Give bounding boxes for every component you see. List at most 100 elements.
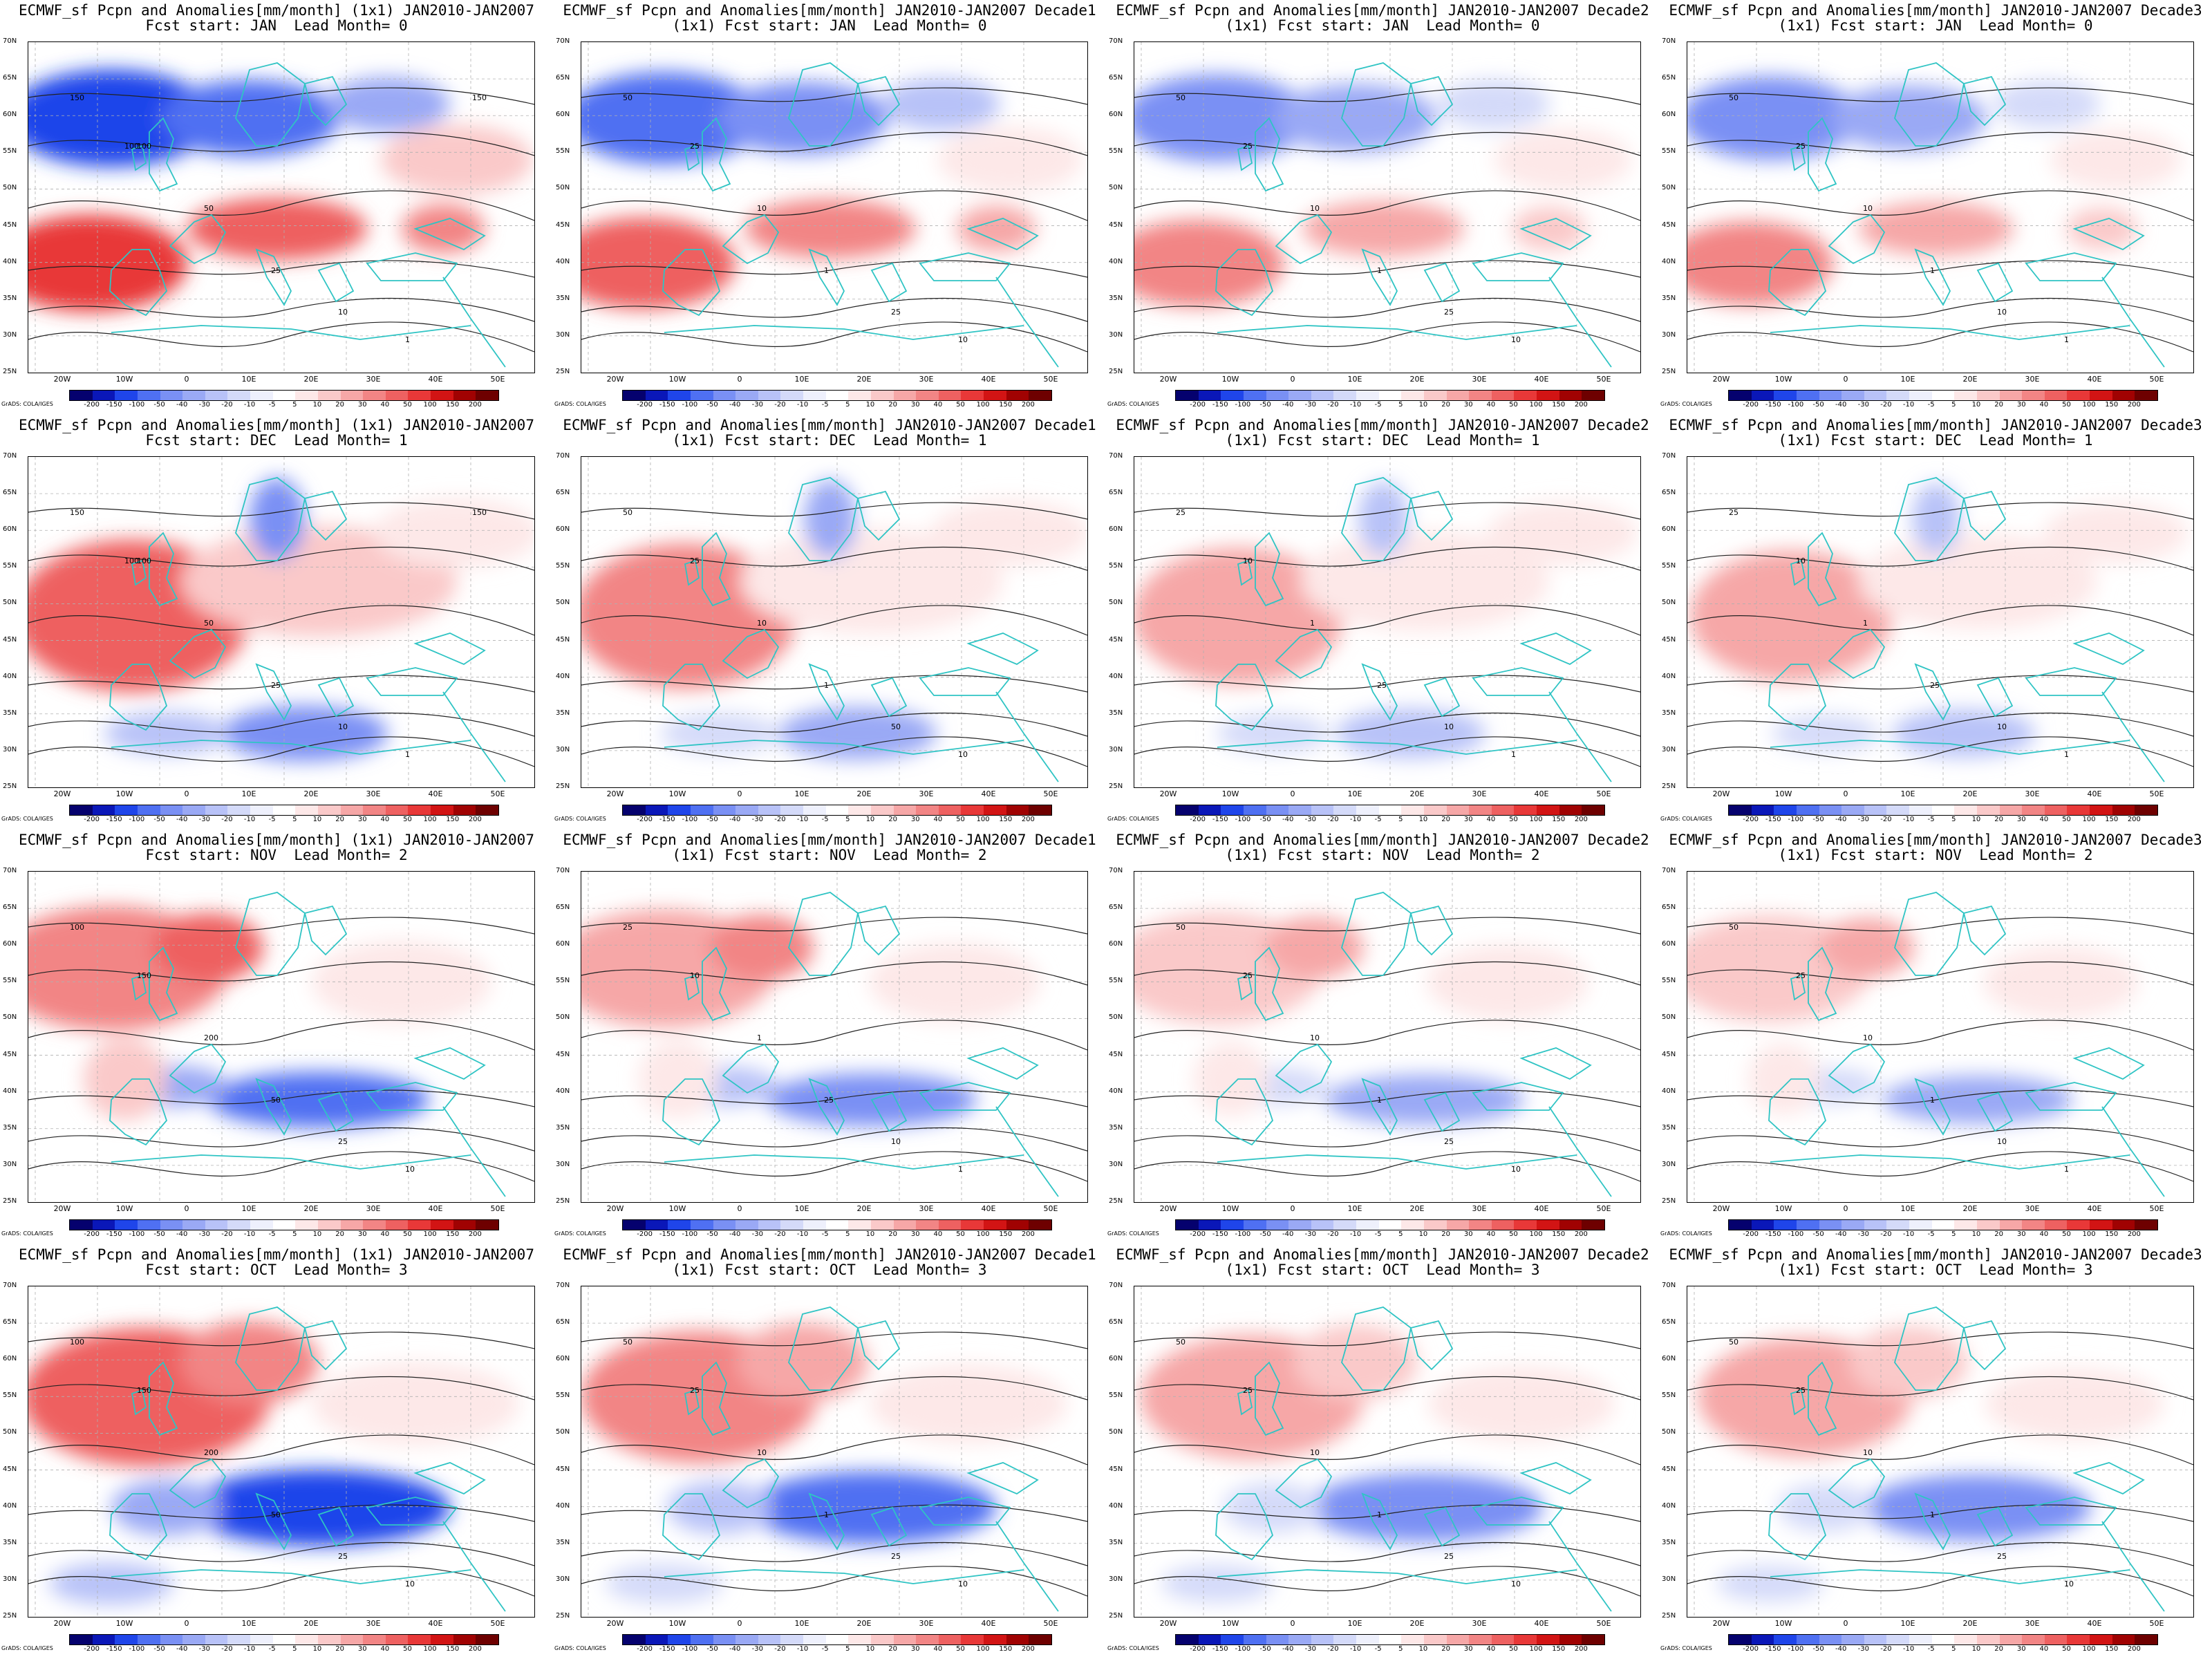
longitude-label: 40E — [1534, 1204, 1549, 1213]
anomaly-region — [660, 713, 779, 753]
colorbar-tick-label: 100 — [423, 1645, 437, 1653]
longitude-label: 20W — [1159, 1619, 1177, 1628]
latitude-label: 55N — [1662, 1391, 1676, 1400]
colorbar-swatch — [1378, 1220, 1402, 1230]
colorbar-tick-label: -100 — [1788, 401, 1804, 409]
coastline — [111, 325, 471, 340]
longitude-label: 20E — [856, 375, 872, 384]
panel-title: ECMWF_sf Pcpn and Anomalies[mm/month] JA… — [1116, 417, 1649, 433]
contour-label: 25 — [338, 1552, 348, 1561]
colorbar-tick-label: -10 — [1349, 816, 1362, 823]
colorbar-tick-label: 40 — [1486, 816, 1496, 823]
colorbar-swatch — [1469, 391, 1492, 400]
colorbar-swatch — [272, 1635, 296, 1644]
colorbar-swatch — [870, 1635, 894, 1644]
colorbar-swatch — [1401, 1635, 1424, 1644]
colorbar-tick-label: 200 — [1021, 1230, 1035, 1238]
anomaly-region — [111, 1480, 222, 1535]
colorbar-tick-label: 50 — [403, 816, 412, 823]
latitude-label: 45N — [1109, 221, 1123, 229]
colorbar-swatch — [1446, 1220, 1470, 1230]
colorbar-swatch — [2112, 805, 2135, 815]
anomaly-region — [312, 1362, 519, 1445]
coastline — [684, 559, 700, 586]
longitude-label: 20W — [606, 1204, 624, 1213]
colorbar-tick-label: 5 — [845, 1230, 850, 1238]
coastline — [1361, 663, 1398, 721]
colorbar-tick-label: -5 — [268, 816, 276, 823]
latitude-label: 70N — [3, 452, 17, 460]
colorbar-swatch — [1423, 1635, 1447, 1644]
contour-line — [28, 1089, 534, 1107]
colorbar-tick-label: -200 — [1190, 816, 1206, 823]
colorbar-tick-label: 100 — [976, 1645, 990, 1653]
colorbar-tick-label: 200 — [1021, 816, 1035, 823]
latitude-label: 30N — [556, 745, 570, 753]
colorbar-tick-label: -5 — [1927, 1645, 1935, 1653]
colorbar-swatch — [182, 391, 205, 400]
colorbar-tick-label: -5 — [1927, 1230, 1935, 1238]
longitude-label: 10E — [794, 1204, 809, 1213]
coastline — [1215, 1078, 1274, 1146]
latitude-label: 55N — [556, 977, 570, 985]
longitude-label: 10E — [241, 789, 256, 798]
colorbar-swatch — [780, 391, 803, 400]
colorbar-tick-label: 150 — [2105, 1230, 2119, 1238]
colorbar-swatch — [1469, 1635, 1492, 1644]
anomaly-region — [1134, 547, 1344, 684]
colorbar-swatch — [961, 391, 984, 400]
colorbar-swatch — [1288, 805, 1311, 815]
map-panel: ECMWF_sf Pcpn and Anomalies[mm/month] JA… — [1659, 415, 2212, 830]
anomaly-region — [1772, 715, 1880, 751]
longitude-label: 20W — [1712, 1619, 1730, 1628]
colorbar-swatch — [2090, 1635, 2112, 1644]
longitude-label: 30E — [919, 1619, 934, 1628]
longitude-label: 0 — [1290, 1204, 1295, 1213]
colorbar — [1175, 805, 1605, 816]
coastline — [131, 559, 147, 586]
anomaly-region — [1892, 709, 2036, 758]
contour-label: 150 — [137, 1386, 151, 1395]
colorbar-swatch — [1491, 1220, 1515, 1230]
colorbar-swatch — [1841, 805, 1864, 815]
latitude-label: 55N — [3, 562, 17, 570]
colorbar-swatch — [916, 391, 939, 400]
colorbar-swatch — [1751, 1220, 1774, 1230]
latitude-label: 55N — [1662, 977, 1676, 985]
colorbar-swatch — [1378, 391, 1402, 400]
colorbar-swatch — [317, 391, 341, 400]
coastline — [919, 1082, 1011, 1111]
anomaly-region — [180, 526, 457, 637]
latitude-label: 65N — [556, 489, 570, 497]
colorbar-swatch — [803, 1220, 826, 1230]
colorbar-tick-label: -50 — [1259, 1230, 1271, 1238]
colorbar-swatch — [1796, 391, 1819, 400]
coastline — [808, 1078, 845, 1136]
colorbar-tick-label: 20 — [888, 1645, 897, 1653]
colorbar-tick-label: -150 — [1765, 1230, 1781, 1238]
anomaly-region — [709, 915, 814, 981]
coastline — [109, 664, 168, 731]
coastline — [1423, 1506, 1461, 1547]
latitude-label: 35N — [3, 294, 17, 302]
coastline — [1237, 144, 1253, 171]
colorbar-tick-label: 150 — [2105, 816, 2119, 823]
coastline — [2025, 252, 2117, 281]
anomaly-region — [870, 1365, 1067, 1443]
longitude-label: 10W — [1774, 789, 1792, 798]
colorbar-tick-label: 40 — [2039, 1645, 2049, 1653]
colorbar-swatch — [1954, 805, 1977, 815]
colorbar-tick-label: -40 — [729, 401, 741, 409]
colorbar-swatch — [803, 391, 826, 400]
coastline — [1472, 1497, 1564, 1526]
colorbar-tick-label: 10 — [1971, 401, 1981, 409]
colorbar-tick-label: 50 — [403, 401, 412, 409]
colorbar-swatch — [408, 391, 431, 400]
latitude-label: 35N — [556, 709, 570, 717]
anomaly-map: 100 150 200 50 25 10 — [28, 1286, 534, 1617]
colorbar-swatch — [2090, 805, 2112, 815]
colorbar-swatch — [668, 805, 691, 815]
colorbar-swatch — [1559, 1635, 1582, 1644]
colorbar-tick-label: 40 — [1486, 1645, 1496, 1653]
coastline — [366, 1497, 458, 1526]
